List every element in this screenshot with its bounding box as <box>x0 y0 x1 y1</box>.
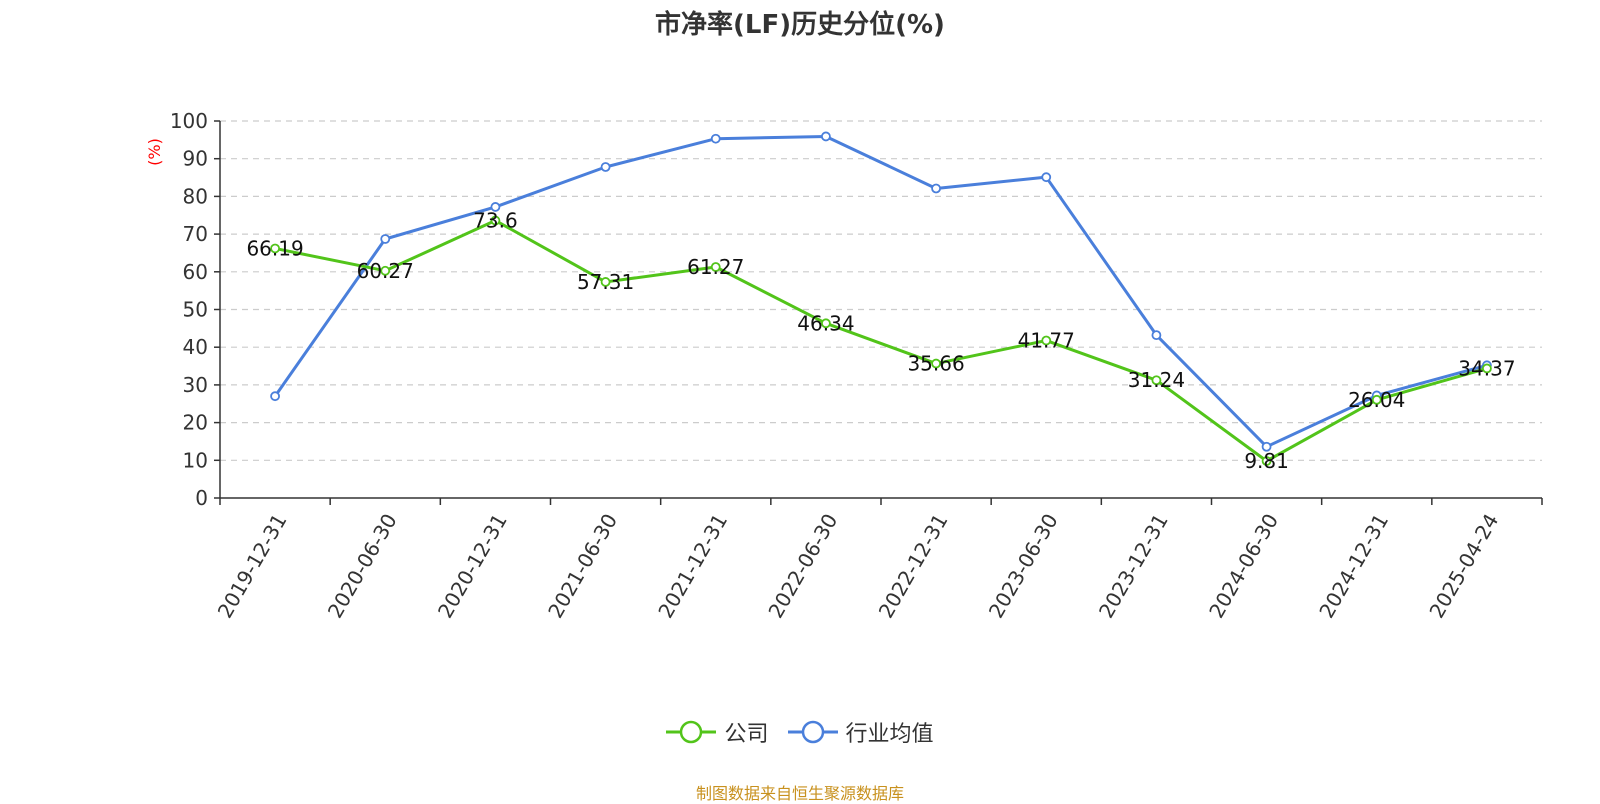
data-label-company: 60.27 <box>357 259 414 283</box>
y-tick-label: 60 <box>183 260 208 284</box>
data-label-company: 46.34 <box>797 311 854 335</box>
x-tick-label: 2024-12-31 <box>1314 510 1393 623</box>
series-line-company <box>274 219 1488 463</box>
data-label-company: 61.27 <box>687 255 744 279</box>
series-lines <box>270 131 1492 466</box>
data-label-company: 73.6 <box>473 209 518 233</box>
data-point-industry-avg <box>821 131 831 142</box>
data-point-company <box>1482 363 1492 374</box>
data-label-company: 9.81 <box>1244 449 1289 473</box>
legend: 公司 行业均值 <box>0 716 1600 751</box>
data-point-company <box>1371 394 1382 405</box>
y-tick-label: 70 <box>183 222 208 246</box>
y-tick-label: 20 <box>183 411 208 435</box>
grid-lines <box>220 120 1542 461</box>
data-point-industry-avg <box>1261 441 1272 452</box>
y-tick-label: 0 <box>195 486 208 510</box>
x-tick-label: 2024-06-30 <box>1204 510 1283 623</box>
y-tick-label: 80 <box>183 184 208 208</box>
x-tick-label: 2023-06-30 <box>984 510 1063 623</box>
data-label-company: 35.66 <box>907 352 964 376</box>
data-label-company: 41.77 <box>1018 329 1075 353</box>
x-tick-label: 2025-04-24 <box>1424 510 1503 623</box>
data-point-industry-avg <box>380 234 391 244</box>
source-note: 制图数据来自恒生聚源数据库 <box>695 784 904 803</box>
x-tick-label: 2022-06-30 <box>763 510 842 623</box>
x-tick-label: 2022-12-31 <box>874 509 953 622</box>
y-axis-unit: (%) <box>145 138 164 166</box>
legend-item-industry-avg[interactable]: 行业均值 <box>787 716 934 748</box>
y-tick-label: 30 <box>183 373 208 397</box>
data-point-industry-avg <box>1041 172 1052 183</box>
data-label-company: 31.24 <box>1128 368 1185 392</box>
y-tick-label: 10 <box>183 448 208 472</box>
data-point-company <box>490 215 501 226</box>
x-tick-label: 2023-12-31 <box>1094 510 1173 623</box>
x-tick-label: 2020-06-30 <box>323 510 402 623</box>
y-tick-label: 100 <box>170 109 208 133</box>
x-tick-label: 2019-12-31 <box>213 510 292 623</box>
y-tick-label: 50 <box>183 298 208 322</box>
data-point-company <box>1151 375 1162 386</box>
series-line-industry-avg <box>273 134 1488 449</box>
data-point-company <box>270 243 280 254</box>
legend-label-company: 公司 <box>724 722 769 747</box>
data-point-industry-avg <box>931 183 941 194</box>
axes: 0 10 20 30 40 50 60 70 80 90 100 2019-12-31 2020-06-… <box>170 109 1543 623</box>
legend-marker-industry-avg <box>787 720 838 744</box>
x-tick-label: 2020-12-31 <box>433 509 512 622</box>
data-point-company <box>821 318 831 329</box>
x-tick-label: 2021-12-31 <box>653 510 732 623</box>
data-labels: 66.19 60.27 73.6 57.31 61.27 46.34 35.66 41.77 3… <box>246 209 1515 473</box>
data-point-industry-avg <box>1151 330 1162 341</box>
legend-marker-company <box>666 720 717 744</box>
y-tick-label: 40 <box>183 335 208 359</box>
legend-item-company[interactable]: 公司 <box>666 716 769 748</box>
data-point-industry-avg <box>600 162 611 172</box>
chart-title: 市净率(LF)历史分位(%) <box>655 10 945 40</box>
legend-label-industry-avg: 行业均值 <box>845 722 934 747</box>
data-point-company <box>600 277 611 287</box>
data-point-company <box>1261 456 1272 466</box>
data-point-company <box>380 265 391 276</box>
data-point-industry-avg <box>270 391 280 402</box>
data-label-company: 66.19 <box>246 236 303 260</box>
line-chart: 0 10 20 30 40 50 60 70 80 90 100 2019-12-31 2020-06-… <box>145 109 1543 623</box>
data-point-company <box>710 262 721 272</box>
data-point-company <box>931 358 941 369</box>
data-label-company: 34.37 <box>1458 356 1515 380</box>
data-point-industry-avg <box>490 202 501 212</box>
x-tick-label: 2021-06-30 <box>543 510 622 623</box>
data-label-company: 26.04 <box>1348 388 1405 412</box>
data-point-industry-avg <box>710 133 721 144</box>
y-tick-label: 90 <box>183 147 208 171</box>
data-label-company: 57.31 <box>577 270 634 294</box>
data-point-company <box>1041 335 1052 346</box>
